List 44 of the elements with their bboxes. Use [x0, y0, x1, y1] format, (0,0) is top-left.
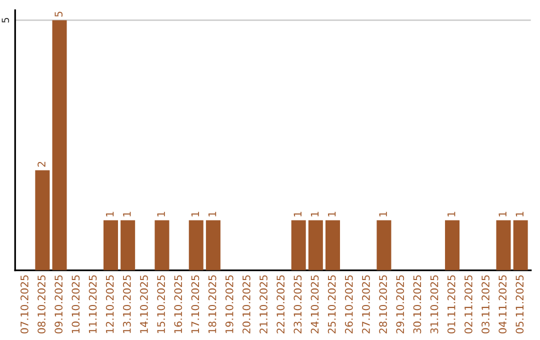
- x-tick-label: 09.10.2025: [54, 275, 63, 334]
- data-label: 1: [294, 212, 302, 216]
- x-tick-label: 11.10.2025: [88, 275, 97, 333]
- data-label: 1: [157, 212, 165, 216]
- x-tick-label: 05.11.2025: [516, 275, 524, 334]
- data-label: 1: [448, 212, 456, 216]
- x-tick-label: 22.10.2025: [276, 275, 285, 334]
- x-tick-label: 23.10.2025: [294, 275, 302, 334]
- x-tick-label: 27.10.2025: [362, 275, 370, 334]
- data-label: 1: [379, 212, 387, 216]
- x-tick-label: 12.10.2025: [106, 275, 114, 333]
- data-label: 1: [498, 212, 506, 216]
- x-tick-label: 24.10.2025: [310, 275, 319, 334]
- x-tick-label: 10.10.2025: [72, 275, 80, 333]
- data-label: 1: [328, 212, 336, 216]
- x-tick-label: 28.10.2025: [379, 275, 387, 334]
- data-label: 1: [106, 212, 114, 216]
- x-tick-label: 03.11.2025: [482, 275, 490, 334]
- x-tick-label: 13.10.2025: [122, 275, 131, 333]
- x-tick-label: 18.10.2025: [208, 275, 216, 333]
- data-label: 1: [191, 212, 199, 216]
- x-tick-label: 30.10.2025: [413, 275, 422, 334]
- x-tick-label: 15.10.2025: [157, 275, 165, 333]
- x-tick-label: 02.11.2025: [464, 275, 472, 334]
- data-label: 1: [516, 212, 524, 216]
- data-label: 1: [310, 212, 319, 216]
- data-label: 2: [38, 162, 46, 167]
- data-label: 5: [54, 12, 63, 17]
- x-tick-label: 07.10.2025: [20, 275, 28, 334]
- x-tick-label: 26.10.2025: [344, 275, 353, 334]
- data-label: 1: [123, 212, 131, 216]
- x-tick-label: 01.11.2025: [447, 275, 456, 334]
- x-tick-label: 20.10.2025: [242, 275, 250, 334]
- x-tick-label: 31.10.2025: [430, 275, 438, 334]
- x-tick-label: 16.10.2025: [174, 275, 182, 333]
- x-tick-label: 04.11.2025: [498, 275, 507, 334]
- x-tick-label: 29.10.2025: [396, 275, 404, 334]
- x-tick-label: 25.10.2025: [328, 275, 336, 334]
- x-tick-label: 14.10.2025: [140, 275, 148, 333]
- data-label: 1: [208, 212, 216, 216]
- x-tick-label: 21.10.2025: [260, 275, 268, 334]
- x-tick-label: 08.10.2025: [38, 275, 46, 334]
- x-tick-label: 19.10.2025: [225, 275, 234, 333]
- x-tick-label: 17.10.2025: [191, 275, 200, 333]
